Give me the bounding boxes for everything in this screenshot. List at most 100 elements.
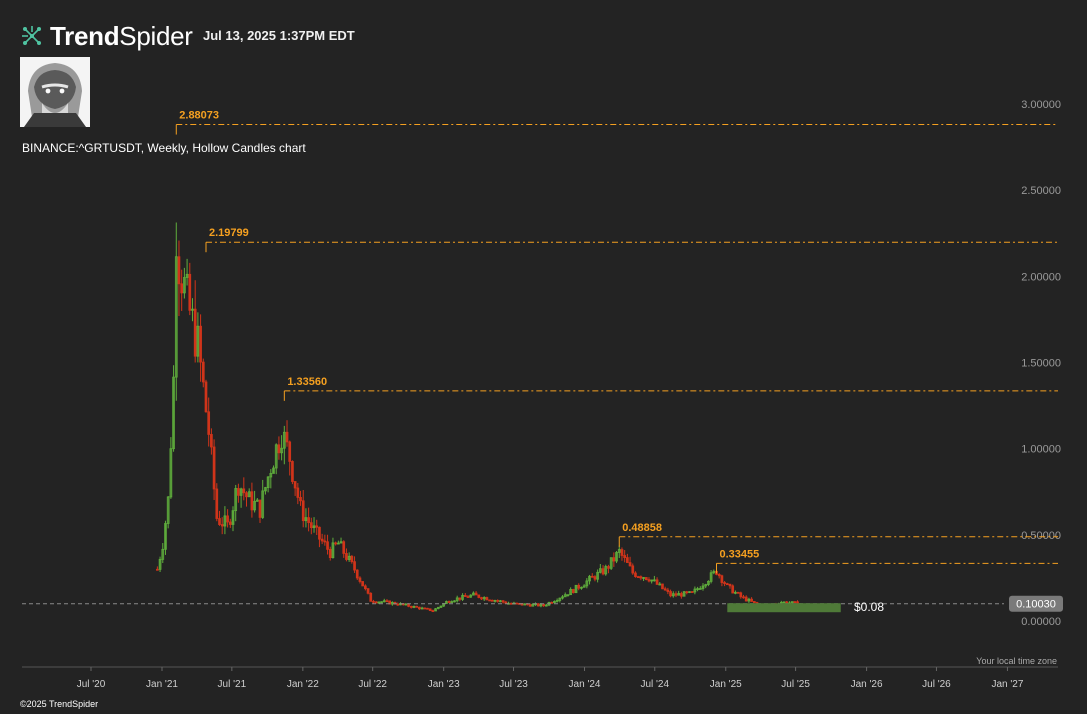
candle-body (255, 499, 259, 502)
candle-body (385, 600, 389, 603)
candle-body (347, 555, 351, 560)
candle-body (334, 542, 337, 545)
candle-body (396, 603, 400, 606)
support-zone (727, 603, 841, 613)
candle-body (728, 583, 732, 587)
candle-body (634, 572, 637, 578)
candle-body (374, 601, 378, 604)
candle-body (212, 446, 216, 490)
candle-body (499, 600, 502, 603)
candle-body (461, 594, 464, 600)
candle-body (553, 601, 556, 604)
candle-body (669, 591, 672, 597)
candle-body (164, 523, 167, 550)
candle-body (304, 517, 308, 522)
candle-body (736, 591, 740, 594)
x-tick-label: Jan '26 (851, 679, 883, 690)
candle-body (418, 606, 421, 610)
avatar (20, 57, 90, 127)
candle-body (590, 575, 594, 578)
candle-body (563, 594, 567, 598)
candle-body (436, 606, 440, 610)
candle-body (320, 538, 324, 542)
candle-body (288, 441, 292, 462)
candle-body (615, 552, 618, 562)
candle-body (458, 597, 462, 600)
candle-body (744, 596, 748, 602)
candle-body (653, 579, 656, 582)
candle-body (242, 488, 246, 494)
candle-body (177, 256, 181, 285)
candle-body (434, 608, 437, 612)
candle-body (604, 566, 608, 575)
level-label: 1.33560 (287, 376, 327, 388)
candle-body (191, 308, 194, 311)
candle-body (555, 600, 559, 602)
candle-body (688, 591, 691, 593)
candle-body (585, 580, 589, 587)
y-tick-label: 3.00000 (1021, 99, 1061, 111)
candle-body (445, 601, 448, 604)
candle-body (466, 596, 470, 598)
x-tick-label: Jul '20 (77, 679, 106, 690)
x-tick-label: Jan '27 (991, 679, 1023, 690)
candle-body (166, 496, 170, 524)
candle-body (644, 577, 648, 581)
candle-body (210, 434, 213, 448)
candle-body (477, 594, 481, 598)
candle-body (472, 592, 475, 596)
candle-body (496, 600, 500, 602)
candle-body (701, 585, 705, 589)
candle-body (161, 548, 165, 560)
candle-body (671, 593, 675, 597)
candle-body (720, 575, 724, 583)
candle-body (658, 583, 662, 586)
candle-body (355, 569, 359, 579)
candle-body (698, 588, 702, 590)
candle-body (582, 585, 586, 588)
candle-body (453, 600, 456, 603)
y-tick-label: 1.00000 (1021, 444, 1061, 456)
candle-body (725, 583, 729, 586)
candle-body (331, 542, 335, 559)
candle-body (690, 591, 694, 593)
last-price-tag (1009, 595, 1063, 612)
candle-body (315, 525, 319, 528)
candle-body (350, 555, 354, 563)
candle-body (588, 575, 591, 582)
candle-body (536, 603, 540, 607)
candle-body (734, 591, 737, 594)
brand-name: TrendSpider (50, 20, 193, 51)
candle-body (188, 273, 192, 311)
candle-body (185, 273, 189, 278)
candle-body (412, 605, 416, 608)
candle-body (504, 601, 508, 604)
candle-body (550, 601, 554, 604)
candle-body (428, 608, 432, 612)
candle-body (264, 487, 267, 492)
candle-body (696, 588, 699, 591)
candle-body (382, 600, 386, 603)
candle-body (207, 411, 211, 435)
y-tick-label: 1.50000 (1021, 358, 1061, 370)
candle-body (707, 580, 710, 585)
candle-body (328, 548, 332, 559)
candle-body (407, 603, 410, 607)
candle-body (609, 557, 613, 569)
level-label: 0.48858 (622, 522, 662, 534)
candle-body (215, 488, 219, 519)
candle-body (180, 283, 184, 294)
candle-body (593, 576, 597, 580)
x-tick-label: Jan '23 (428, 679, 460, 690)
x-tick-label: Jan '25 (710, 679, 742, 690)
x-tick-label: Jul '21 (218, 679, 247, 690)
candle-body (704, 584, 708, 587)
candle-body (723, 582, 726, 585)
candle-body (628, 562, 632, 567)
candle-body (620, 549, 624, 556)
candle-body (617, 549, 621, 553)
candle-body (601, 568, 605, 575)
candle-body (574, 584, 578, 594)
candle-body (156, 568, 159, 571)
candle-body (237, 488, 240, 496)
